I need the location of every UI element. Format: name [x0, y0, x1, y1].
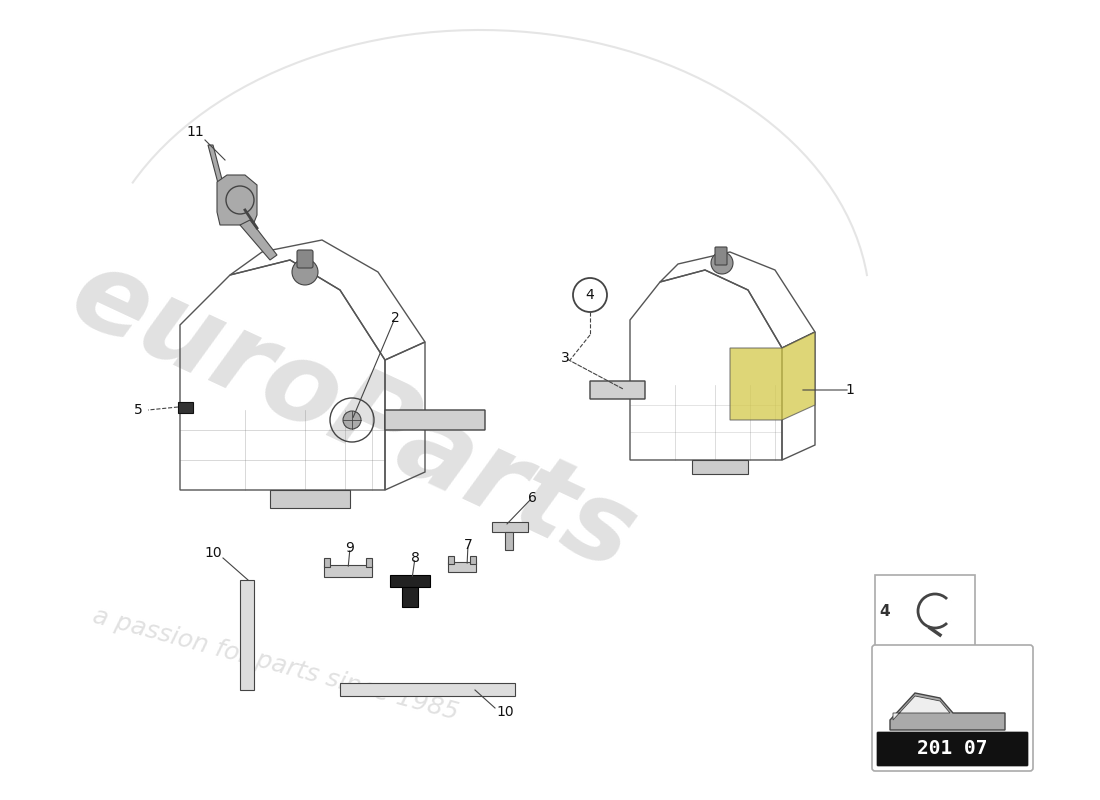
Polygon shape — [240, 220, 277, 260]
Bar — [270, 490, 350, 508]
FancyBboxPatch shape — [590, 381, 645, 399]
Bar — [448, 556, 454, 564]
Polygon shape — [208, 145, 230, 210]
Polygon shape — [730, 332, 815, 420]
Bar — [692, 460, 748, 474]
FancyBboxPatch shape — [715, 247, 727, 265]
Text: 11: 11 — [186, 125, 204, 139]
Circle shape — [711, 252, 733, 274]
Text: 7: 7 — [463, 538, 472, 552]
Text: 8: 8 — [410, 551, 419, 565]
FancyBboxPatch shape — [874, 575, 975, 647]
Text: 3: 3 — [561, 351, 570, 365]
FancyBboxPatch shape — [385, 410, 485, 430]
Circle shape — [292, 259, 318, 285]
FancyBboxPatch shape — [872, 645, 1033, 771]
Polygon shape — [890, 693, 1005, 730]
Text: a passion for parts since 1985: a passion for parts since 1985 — [90, 604, 461, 725]
Text: 201 07: 201 07 — [916, 739, 988, 758]
Bar — [470, 556, 476, 564]
Text: 4: 4 — [585, 288, 594, 302]
Bar — [402, 587, 418, 607]
Bar — [178, 402, 192, 413]
Polygon shape — [217, 175, 257, 225]
Polygon shape — [935, 597, 957, 625]
Bar — [448, 562, 476, 572]
FancyBboxPatch shape — [877, 732, 1028, 766]
FancyBboxPatch shape — [297, 250, 313, 268]
Bar — [390, 575, 430, 587]
Text: 5: 5 — [133, 403, 142, 417]
Text: 9: 9 — [345, 541, 354, 555]
Bar — [324, 565, 372, 577]
Polygon shape — [893, 696, 950, 720]
Text: 10: 10 — [205, 546, 222, 560]
Bar — [492, 522, 528, 532]
Text: 6: 6 — [528, 491, 537, 505]
Bar — [340, 683, 515, 696]
Text: 4: 4 — [880, 603, 890, 618]
Text: euroParts: euroParts — [55, 238, 652, 593]
Bar — [240, 580, 254, 690]
Text: 2: 2 — [390, 311, 399, 325]
Text: 1: 1 — [846, 383, 855, 397]
Circle shape — [343, 411, 361, 429]
Bar — [366, 558, 372, 567]
Bar — [505, 532, 513, 550]
Text: 10: 10 — [496, 705, 514, 719]
Bar — [324, 558, 330, 567]
